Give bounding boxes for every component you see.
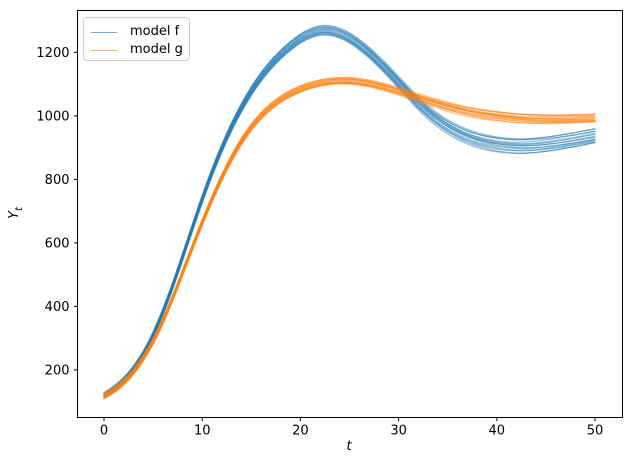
curve-model-g-strand	[103, 78, 596, 396]
curve-model-g-strand	[103, 81, 596, 397]
curve-model-f-strand	[103, 31, 596, 397]
y-tick-label: 400	[45, 300, 70, 315]
legend-label-model-f: model f	[130, 24, 180, 39]
x-tick-label: 20	[292, 424, 309, 439]
curve-model-g-strand	[103, 82, 596, 399]
y-tick-label: 1200	[36, 46, 69, 61]
curve-model-f-strand	[103, 34, 596, 399]
x-tick-label: 30	[390, 424, 407, 439]
y-tick-label: 600	[45, 236, 70, 251]
curve-model-g-strand	[103, 81, 596, 398]
curve-model-g-strand	[103, 82, 596, 399]
curve-model-g-strand	[103, 82, 596, 399]
curve-model-f-strand	[103, 32, 596, 398]
y-tick-label: 1000	[36, 109, 69, 124]
curve-model-g-strand	[103, 78, 596, 395]
curve-model-f-strand	[103, 24, 596, 394]
y-axis-label: Yt	[7, 207, 25, 219]
curve-model-f-strand	[103, 29, 596, 396]
legend: model f model g	[83, 17, 190, 61]
x-tick-label: 10	[194, 424, 211, 439]
x-tick-label: 40	[489, 424, 506, 439]
curve-model-g-strand	[103, 77, 596, 395]
axes-group: 0 10 20 30 40 50 200 400 600 800 1000 1200	[36, 10, 623, 439]
curve-model-g-strand	[103, 77, 596, 395]
curve-model-g-strand	[103, 79, 596, 396]
y-tick-label: 200	[45, 363, 70, 378]
y-axis-label-sub: t	[13, 207, 25, 211]
curve-model-g-strand	[103, 80, 596, 397]
y-axis-label-main: Y	[7, 210, 23, 219]
curve-model-f-strand	[103, 33, 596, 399]
curve-model-g-strand	[103, 76, 596, 394]
x-tick-label: 50	[587, 424, 604, 439]
x-axis-label: t	[346, 439, 352, 454]
curve-model-f-strand	[103, 30, 596, 397]
curve-model-g-strand	[103, 83, 596, 400]
legend-item-model-f: model f	[91, 23, 181, 41]
curve-model-g-strand	[103, 81, 596, 398]
legend-item-model-g: model g	[91, 41, 183, 59]
y-tick-label: 800	[45, 173, 70, 188]
legend-label-model-g: model g	[130, 42, 183, 57]
model-f-line-swatch	[91, 31, 117, 33]
x-tick-label: 0	[100, 424, 108, 439]
curve-model-f-strand	[103, 31, 596, 397]
curve-model-f-strand	[103, 33, 596, 398]
plot-frame	[77, 10, 623, 418]
model-g-line-swatch	[91, 49, 117, 51]
